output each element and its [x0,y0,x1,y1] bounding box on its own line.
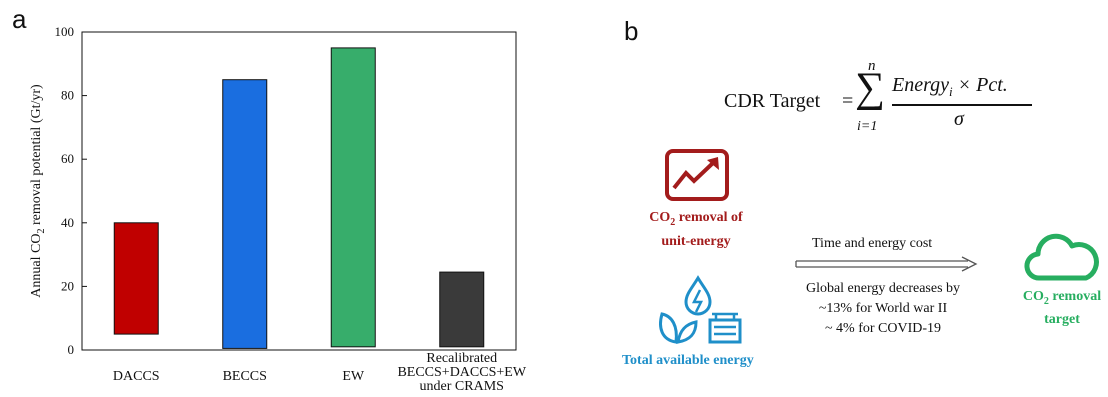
formula-equals: = [842,90,854,112]
formula-numerator-energy: Energy [892,74,950,96]
y-tick-label-1: 20 [61,278,74,293]
co2-removal-target-label: CO2 removal target [1004,288,1108,329]
total-energy-label: Total available energy [622,353,754,368]
y-axis-label: Annual CO2 removal potential (Gt/yr) [29,84,47,298]
category-label-1-0: BECCS [223,369,267,384]
category-label-3-0: Recalibrated [426,351,497,366]
category-label-3-1: BECCS+DACCS+EW [397,365,526,380]
fraction-bar [892,104,1032,106]
category-label-2-0: EW [342,369,365,384]
bar-chart: 0 20 40 60 80 100 Annual CO2 removal potential… [29,24,527,394]
bar-0 [113,222,159,335]
trend-chart-icon [665,149,729,201]
bar-2 [330,47,376,348]
target-label-line2: target [1044,311,1080,327]
formula-numerator: Energyi × Pct. [892,74,1008,100]
formula-sum-symbol: ∑ [855,65,885,111]
cloud-icon [1024,233,1099,281]
plot-frame [81,31,517,351]
energy-decrease-note: Global energy decreases by ~13% for Worl… [780,279,986,339]
formula-numerator-rest: × Pct. [952,74,1008,96]
note-line2: ~13% for World war II [818,301,948,316]
y-tick-label-0: 0 [68,342,75,357]
co2-removal-unit-energy-label: CO2 removal of unit-energy [626,208,766,251]
note-line1: Global energy decreases by [805,281,961,296]
y-tick-label-3: 60 [61,151,74,166]
formula-lhs: CDR Target [724,90,821,112]
formula-sum-bottom: i=1 [857,119,878,134]
energy-icon [659,275,742,344]
co2-removal-label-line1: CO2 removal of [649,210,743,228]
category-label-0-0: DACCS [113,369,160,384]
note-line3: ~ 4% for COVID-19 [824,321,942,336]
panel-b-letter: b [624,16,639,46]
category-label-3-2: under CRAMS [420,379,504,394]
bar-1 [222,79,268,349]
y-tick-label-2: 40 [61,215,74,230]
panel-a-letter: a [12,4,27,34]
arrow-label: Time and energy cost [812,236,933,251]
formula-sum-top: n [868,58,876,74]
double-arrow-icon [795,256,978,272]
y-tick-label-5: 100 [55,24,75,39]
formula-numerator-sub: i [949,84,953,99]
co2-removal-label-line2: unit-energy [661,233,731,249]
y-tick-label-4: 80 [61,88,74,103]
target-label-line1: CO2 removal [1022,289,1102,307]
formula-denominator: σ [954,108,964,130]
bar-3 [439,271,485,348]
